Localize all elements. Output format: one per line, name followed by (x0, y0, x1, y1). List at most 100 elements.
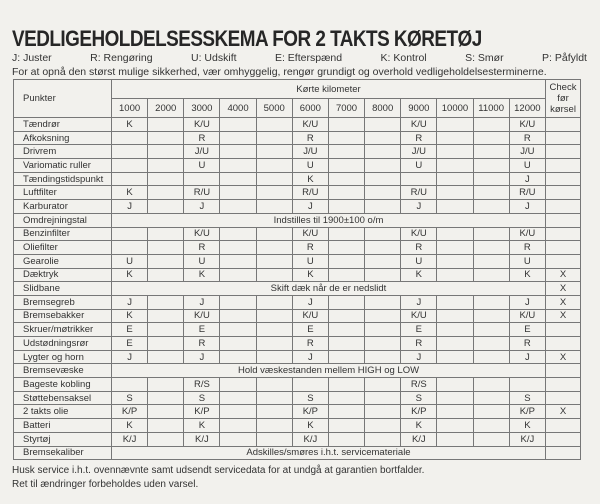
check-cell (545, 212, 581, 228)
table-cell (327, 117, 366, 132)
table-cell: K/P (400, 404, 438, 420)
table-row: Udstødningsrør E R R R R (13, 336, 581, 351)
table-cell (472, 130, 510, 146)
check-cell (545, 363, 581, 379)
table-cell (255, 377, 293, 392)
maintenance-table: Punkter Kørte kilometer Check før kørsel… (13, 79, 581, 461)
table-cell: K/U (400, 226, 438, 242)
table-cell (472, 267, 510, 283)
table-cell: J (508, 199, 547, 214)
table-cell (400, 171, 438, 187)
table-cell: R (183, 240, 221, 255)
table-cell (364, 431, 402, 447)
row-label: Udstødningsrør (13, 336, 112, 351)
table-cell: J (508, 349, 547, 365)
table-cell (472, 431, 510, 447)
table-cell (219, 199, 257, 214)
check-cell (545, 226, 581, 242)
table-cell (219, 144, 257, 160)
table-cell (147, 267, 185, 283)
table-row: Luftfilter K R/U R/U R/U R/U (13, 185, 581, 201)
table-cell (472, 185, 510, 201)
header-check: Check før kørsel (545, 79, 581, 118)
table-cell (219, 349, 257, 365)
table-cell (327, 349, 366, 365)
table-row: Slidbane Skift dæk når de er nedslidt X (13, 281, 581, 296)
table-cell (364, 404, 402, 420)
check-cell: X (545, 308, 581, 324)
table-cell: K/U (291, 117, 329, 132)
table-cell (255, 336, 293, 351)
table-cell (472, 158, 510, 173)
table-cell: E (291, 322, 329, 337)
table-cell (327, 418, 366, 433)
table-row: Oliefilter R R R R (13, 240, 581, 255)
table-cell: J (291, 349, 329, 365)
abbreviation-legend: J: Juster R: Rengøring U: Udskift E: Eft… (12, 52, 587, 64)
table-cell (436, 185, 474, 201)
table-cell (364, 308, 402, 324)
table-cell: J (183, 199, 221, 214)
table-cell (255, 171, 293, 187)
row-label: Drivrem (13, 144, 112, 160)
table-cell: U (400, 158, 438, 173)
table-cell (147, 418, 185, 433)
table-cell (436, 144, 474, 160)
table-cell: K (110, 418, 149, 433)
table-cell: K (183, 418, 221, 433)
table-cell (147, 253, 185, 269)
table-cell: E (110, 336, 149, 351)
row-note: Skift dæk når de er nedslidt (111, 281, 546, 296)
row-label: Batteri (13, 418, 112, 433)
table-cell: K/U (400, 117, 438, 132)
row-label: Omdrejningstal (13, 212, 112, 228)
table-cell: R (183, 336, 221, 351)
table-cell (364, 267, 402, 283)
table-cell (327, 322, 366, 337)
legend-item: K: Kontrol (380, 52, 427, 64)
table-cell (147, 130, 185, 146)
table-cell: U (400, 253, 438, 269)
table-cell (364, 144, 402, 160)
table-cell: J (508, 171, 547, 187)
table-cell (255, 226, 293, 242)
table-row: Dæktryk K K K K K X (13, 267, 581, 283)
table-cell: J/U (508, 144, 547, 160)
table-row: Gearolie U U U U U (13, 253, 581, 269)
footer-line: Ret til ændringer forbeholdes uden varse… (12, 479, 199, 490)
table-cell: R (291, 336, 329, 351)
table-cell (327, 158, 366, 173)
table-cell (110, 377, 149, 392)
table-cell: K/J (400, 431, 438, 447)
table-cell (255, 199, 293, 214)
table-row: Bremsevæske Hold væskestanden mellem HIGH… (13, 363, 581, 379)
km-header: 4000 (219, 98, 257, 118)
table-cell (255, 418, 293, 433)
table-cell: R (400, 240, 438, 255)
table-cell (364, 240, 402, 255)
table-cell (364, 253, 402, 269)
table-cell: R (291, 130, 329, 146)
table-cell: K (110, 117, 149, 132)
table-cell: K (400, 267, 438, 283)
table-cell: J (291, 294, 329, 310)
table-cell (436, 253, 474, 269)
table-cell (219, 130, 257, 146)
table-cell (219, 267, 257, 283)
table-cell (110, 171, 149, 187)
check-cell: X (545, 281, 581, 296)
table-row: Tændrør K K/U K/U K/U K/U (13, 117, 581, 132)
table-cell: R/S (400, 377, 438, 392)
table-cell (147, 226, 185, 242)
table-cell (472, 377, 510, 392)
row-label: Lygter og horn (13, 349, 112, 365)
table-cell (364, 199, 402, 214)
table-cell (364, 377, 402, 392)
table-cell: K (110, 267, 149, 283)
table-cell (147, 431, 185, 447)
table-cell (327, 199, 366, 214)
check-cell (545, 171, 581, 187)
check-cell: X (545, 404, 581, 420)
header-km: Kørte kilometer (111, 79, 546, 99)
table-cell: J/U (183, 144, 221, 160)
